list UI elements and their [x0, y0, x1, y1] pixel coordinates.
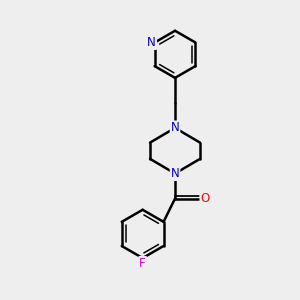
- Text: O: O: [200, 192, 210, 205]
- Text: N: N: [171, 122, 179, 134]
- Text: F: F: [139, 257, 146, 270]
- Text: N: N: [171, 167, 179, 180]
- Text: N: N: [147, 36, 156, 49]
